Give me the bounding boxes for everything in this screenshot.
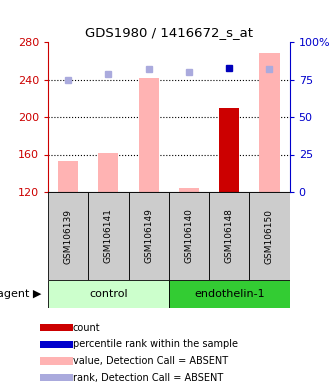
Bar	[40, 324, 73, 331]
Text: GSM106149: GSM106149	[144, 209, 153, 263]
Text: value, Detection Call = ABSENT: value, Detection Call = ABSENT	[73, 356, 228, 366]
Bar	[139, 78, 159, 192]
Bar	[249, 192, 290, 280]
Text: GSM106148: GSM106148	[225, 209, 234, 263]
Text: agent ▶: agent ▶	[0, 289, 41, 299]
Title: GDS1980 / 1416672_s_at: GDS1980 / 1416672_s_at	[85, 26, 253, 40]
Bar	[179, 188, 199, 192]
Bar	[169, 280, 290, 308]
Bar	[48, 280, 169, 308]
Text: control: control	[89, 289, 128, 299]
Text: GSM106139: GSM106139	[64, 209, 72, 263]
Bar	[219, 108, 239, 192]
Text: rank, Detection Call = ABSENT: rank, Detection Call = ABSENT	[73, 372, 223, 382]
Bar	[98, 152, 118, 192]
Bar	[40, 341, 73, 348]
Text: count: count	[73, 323, 100, 333]
Text: endothelin-1: endothelin-1	[194, 289, 264, 299]
Bar	[58, 161, 78, 192]
Text: GSM106141: GSM106141	[104, 209, 113, 263]
Text: GSM106150: GSM106150	[265, 209, 274, 263]
Bar	[128, 192, 169, 280]
Bar	[169, 192, 209, 280]
Bar	[48, 192, 88, 280]
Text: GSM106140: GSM106140	[184, 209, 193, 263]
Bar	[40, 358, 73, 364]
Bar	[40, 374, 73, 381]
Text: percentile rank within the sample: percentile rank within the sample	[73, 339, 238, 349]
Bar	[260, 53, 280, 192]
Bar	[88, 192, 128, 280]
Bar	[209, 192, 249, 280]
